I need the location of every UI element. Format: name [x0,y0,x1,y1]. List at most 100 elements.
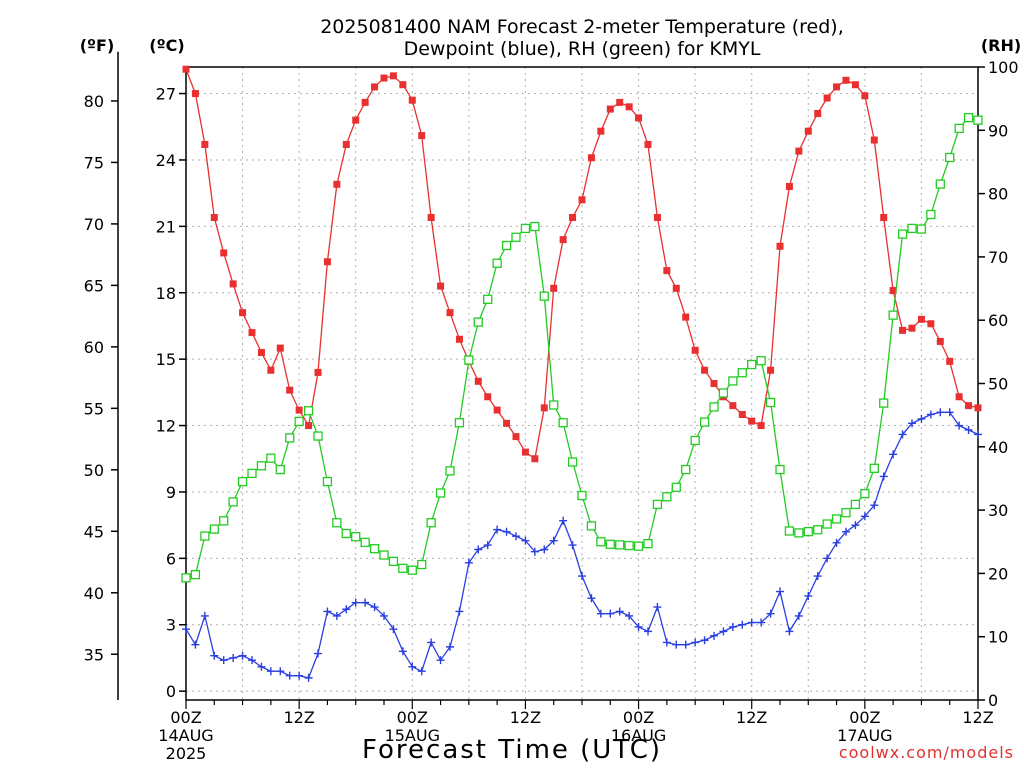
credit-text: coolwx.com/models [839,743,1014,762]
2-meter-temperature-point [408,96,416,104]
2-meter-temperature-point [776,242,784,250]
fahrenheit-tick-label: 45 [84,522,104,541]
2-meter-temperature-point [748,417,756,425]
2-meter-temperature-point [493,406,501,414]
2-meter-temperature-point [276,344,284,352]
rh-point [813,525,823,535]
rh-point [973,115,983,125]
rh-point [492,258,502,268]
2-meter-temperature-point [946,357,954,365]
dewpoint-point [719,627,728,636]
2-meter-temperature-point [380,74,388,82]
2-meter-temperature-point [503,419,511,427]
grid-layer [186,67,978,700]
dewpoint-point [596,609,605,618]
dewpoint-point [587,594,596,603]
dewpoint-point [370,603,379,612]
rh-point [228,497,238,507]
dewpoint-point [304,673,313,682]
dewpoint-point [559,516,568,525]
x-tick-label: 12Z [510,708,541,727]
rh-point [709,402,719,412]
2-meter-temperature-point [229,280,237,288]
rh-point [247,468,257,479]
dewpoint-point [380,611,388,620]
dewpoint-point [578,572,586,581]
rh-point [794,528,804,538]
x-tick-date-label: 17AUG [837,726,892,745]
dewpoint-point [926,410,935,419]
dewpoint-point [710,631,718,640]
2-meter-temperature-point [446,309,454,317]
2-meter-temperature-point [559,236,567,244]
rh-tick-label: 60 [988,311,1008,330]
2-meter-temperature-point [210,214,218,222]
dewpoint-point [549,536,558,545]
fahrenheit-tick-label: 50 [84,461,104,480]
rh-point [426,518,436,528]
2-meter-temperature-point [908,324,916,332]
rh-point [907,223,917,234]
chart-title: 2025081400 NAM Forecast 2-meter Temperat… [320,16,844,38]
rh-point [605,539,615,549]
dewpoint-point [634,622,643,631]
rh-point [747,359,757,370]
dewpoint-point [530,547,539,556]
rh-point [558,418,568,428]
2-meter-temperature-point [936,337,944,345]
rh-unit-label: (RH) [981,36,1021,55]
dewpoint-point [747,618,756,627]
dewpoint-point [219,656,228,665]
series-layer [181,65,983,682]
rh-point [417,559,427,570]
2-meter-temperature-point [418,132,426,140]
dewpoint-point [257,662,266,671]
x-tick-label: 00Z [849,708,880,727]
rh-point [822,519,832,529]
2-meter-temperature-point [757,422,765,430]
rh-point [200,531,210,541]
2-meter-temperature-point [427,214,435,222]
dewpoint-point [276,667,285,676]
2-meter-temperature-point [474,377,482,385]
dewpoint-point [908,419,916,428]
2-meter-temperature-point [352,116,360,124]
2-meter-temperature-point [606,105,614,113]
2-meter-temperature-point [889,287,897,295]
2-meter-temperature-point [521,448,529,456]
rh-point [275,464,285,475]
dewpoint-point [238,651,247,660]
2-meter-temperature-point [691,346,699,354]
dewpoint-point [936,408,945,417]
dewpoint-point [398,647,407,656]
dewpoint-point [540,545,549,554]
2-meter-temperature-point [861,92,869,100]
x-tick-label: 12Z [283,708,314,727]
rh-point [652,499,663,510]
x-tick-date-label: 16AUG [611,726,666,745]
rh-point [926,209,936,220]
rh-point [379,550,389,560]
plot-frame [185,66,979,701]
rh-point [454,418,465,428]
2-meter-temperature-point [653,214,661,222]
rh-tick-label: 80 [988,185,1008,204]
rh-point [351,532,361,542]
rh-point [681,464,691,475]
2-meter-temperature-point [569,214,577,222]
rh-point [690,435,700,446]
dewpoint-point [210,651,219,660]
rh-point [209,524,219,534]
dewpoint-point [945,408,954,417]
rh-tick-label: 40 [988,438,1008,457]
2-meter-temperature-point [710,380,718,387]
rh-point [671,482,681,492]
rh-point [954,123,964,134]
dewpoint-point [842,527,850,536]
rh-point [935,179,945,189]
2-meter-temperature-point [804,127,812,135]
dewpoint-point [512,532,520,541]
fahrenheit-tick-label: 65 [84,276,104,295]
dewpoint-point [248,656,256,665]
